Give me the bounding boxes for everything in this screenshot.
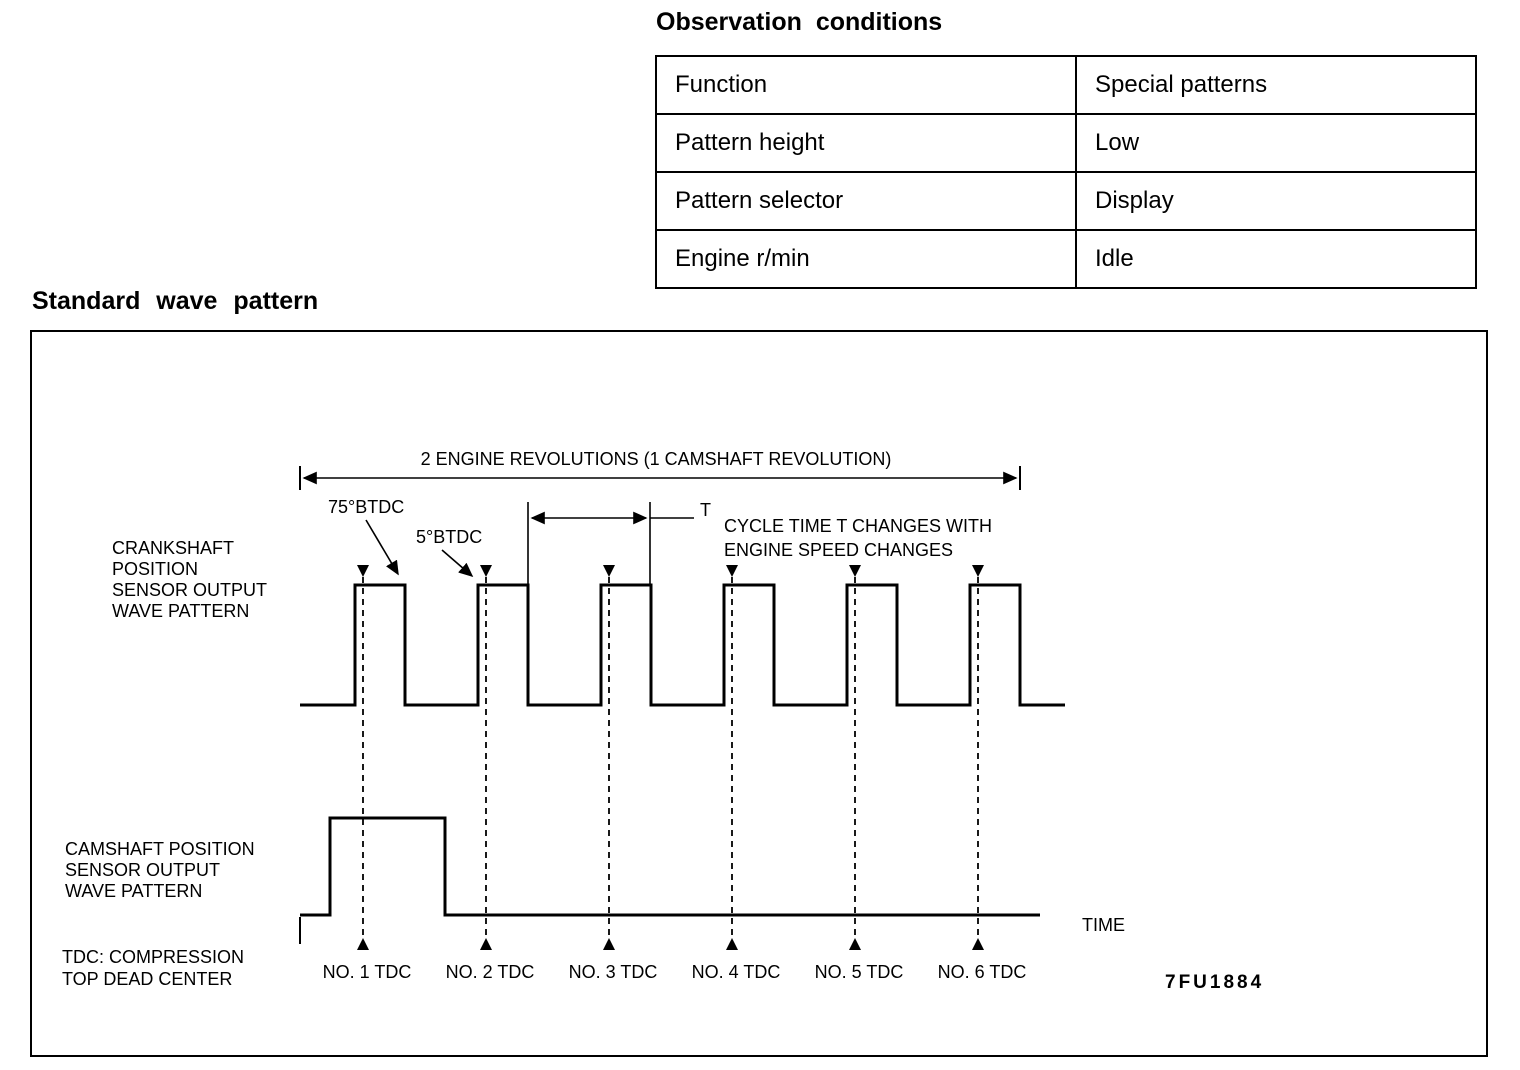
crankshaft-waveform: [300, 583, 1065, 707]
crankshaft-label-line4: WAVE PATTERN: [112, 601, 249, 621]
tdc-label-4: NO. 4 TDC: [692, 962, 781, 982]
standard-wave-pattern-title: Standard wave pattern: [32, 287, 319, 315]
pulse-marker-down: [726, 565, 738, 577]
table-row: Engine r/min Idle: [655, 229, 1477, 289]
btdc-75-label: 75°BTDC: [328, 497, 404, 517]
tdc-label-2: NO. 2 TDC: [446, 962, 535, 982]
table-cell-value: Display: [1075, 171, 1477, 231]
pulse-marker-down: [972, 565, 984, 577]
crankshaft-label-line1: CRANKSHAFT: [112, 538, 234, 558]
table-cell-value: Low: [1075, 113, 1477, 173]
table-cell-value: Idle: [1075, 229, 1477, 289]
tdc-label-5: NO. 5 TDC: [815, 962, 904, 982]
camshaft-label-line2: SENSOR OUTPUT: [65, 860, 220, 880]
btdc-5-label: 5°BTDC: [416, 527, 482, 547]
table-cell-value: Special patterns: [1075, 55, 1477, 115]
tdc-marker-up: [849, 938, 861, 950]
tdc-label-6: NO. 6 TDC: [938, 962, 1027, 982]
pulse-marker-down: [480, 565, 492, 577]
tdc-note-line2: TOP DEAD CENTER: [62, 969, 232, 989]
tdc-marker-up: [972, 938, 984, 950]
table-cell-label: Engine r/min: [655, 229, 1077, 289]
tdc-marker-up: [726, 938, 738, 950]
table-row: Pattern selector Display: [655, 171, 1477, 231]
crankshaft-label-line2: POSITION: [112, 559, 198, 579]
tdc-marker-up: [357, 938, 369, 950]
table-cell-label: Pattern selector: [655, 171, 1077, 231]
pulse-marker-down: [357, 565, 369, 577]
table-row: Function Special patterns: [655, 55, 1477, 115]
crankshaft-label-line3: SENSOR OUTPUT: [112, 580, 267, 600]
camshaft-label-line3: WAVE PATTERN: [65, 881, 202, 901]
btdc-5-arrow: [441, 549, 474, 578]
pulse-marker-down: [603, 565, 615, 577]
waveform-svg: 2 ENGINE REVOLUTIONS (1 CAMSHAFT REVOLUT…: [62, 449, 1264, 993]
tdc-label-1: NO. 1 TDC: [323, 962, 412, 982]
tdc-marker-up: [480, 938, 492, 950]
camshaft-waveform: [300, 816, 1040, 917]
tdc-marker-up: [603, 938, 615, 950]
figure-code: 7FU1884: [1165, 972, 1264, 993]
tdc-note-line1: TDC: COMPRESSION: [62, 947, 244, 967]
observation-conditions-table: Function Special patterns Pattern height…: [655, 55, 1477, 289]
table-row: Pattern height Low: [655, 113, 1477, 173]
observation-conditions-title: Observation conditions: [656, 8, 943, 36]
table-cell-label: Function: [655, 55, 1077, 115]
time-axis-label: TIME: [1082, 915, 1125, 935]
camshaft-label-line1: CAMSHAFT POSITION: [65, 839, 255, 859]
t-label: T: [700, 500, 711, 520]
table-cell-label: Pattern height: [655, 113, 1077, 173]
wave-pattern-diagram: 2 ENGINE REVOLUTIONS (1 CAMSHAFT REVOLUT…: [30, 330, 1488, 1057]
engine-revolutions-label: 2 ENGINE REVOLUTIONS (1 CAMSHAFT REVOLUT…: [421, 449, 892, 469]
tdc-label-3: NO. 3 TDC: [569, 962, 658, 982]
cycle-time-note-line2: ENGINE SPEED CHANGES: [724, 540, 953, 560]
btdc-75-arrow: [365, 519, 399, 576]
cycle-time-note-line1: CYCLE TIME T CHANGES WITH: [724, 516, 992, 536]
pulse-marker-down: [849, 565, 861, 577]
